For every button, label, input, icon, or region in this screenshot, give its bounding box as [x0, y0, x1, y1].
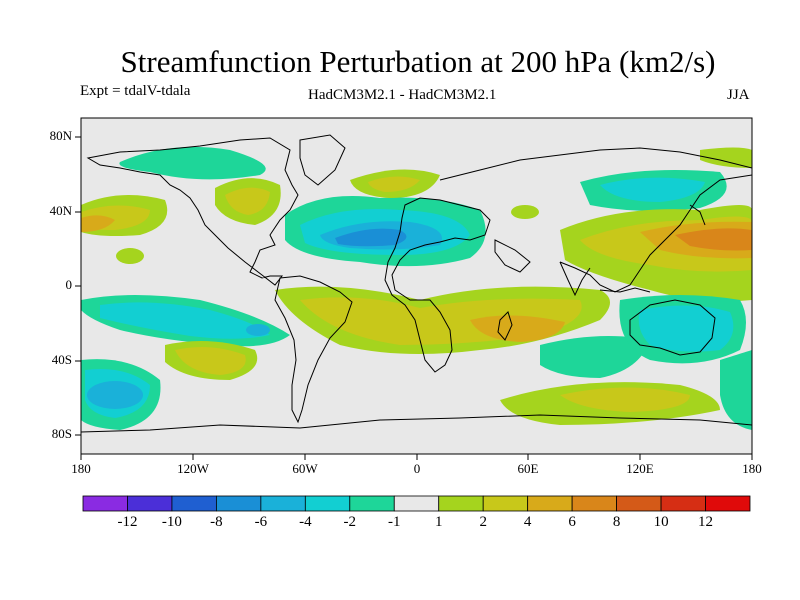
colorbar-label: -1: [388, 514, 401, 530]
colorbar-swatch: [571, 495, 618, 512]
colorbar-label: 8: [612, 514, 621, 530]
colorbar-swatch: [260, 495, 306, 512]
model-label: HadCM3M2.1 - HadCM3M2.1: [308, 87, 497, 103]
y-label-0: 0: [65, 277, 73, 292]
x-label-120e: 120E: [626, 461, 654, 476]
colorbar-swatch: [705, 495, 751, 512]
y-label-80n: 80N: [49, 128, 72, 143]
season-label: JJA: [727, 87, 750, 103]
experiment-label: Expt = tdalV-tdala: [80, 83, 191, 99]
colorbar-label: -4: [299, 514, 312, 530]
colorbar: [82, 495, 751, 512]
colorbar-label: -2: [343, 514, 357, 530]
colorbar-label: -8: [210, 514, 223, 530]
x-label-120w: 120W: [177, 461, 209, 476]
axis-ticks: [75, 136, 753, 460]
colorbar-swatch: [660, 495, 706, 512]
colorbar-swatch: [349, 495, 395, 512]
y-label-80s: 80S: [51, 426, 72, 441]
colorbar-label: -12: [117, 514, 138, 530]
colorbar-label: 4: [523, 514, 532, 530]
colorbar-swatch: [616, 495, 662, 512]
colorbar-swatch: [82, 495, 128, 512]
x-label-0: 0: [413, 461, 421, 476]
colorbar-swatch: [127, 495, 173, 512]
coastlines: [81, 134, 752, 433]
x-label-60e: 60E: [517, 461, 539, 476]
colorbar-label: -10: [161, 514, 182, 530]
colorbar-label: 10: [653, 514, 669, 530]
colorbar-label: 12: [698, 514, 714, 530]
x-label-180e: 180: [742, 461, 762, 476]
colorbar-swatch: [438, 495, 484, 512]
colorbar-swatch: [527, 495, 573, 512]
colorbar-label: -6: [254, 514, 268, 530]
colorbar-label: 2: [479, 514, 487, 530]
colorbar-swatch: [482, 495, 529, 512]
colorbar-swatch: [215, 495, 262, 512]
colorbar-label: 6: [568, 514, 576, 530]
chart-title: Streamfunction Perturbation at 200 hPa (…: [120, 44, 716, 79]
contour-blobs: [81, 146, 752, 430]
x-label-60w: 60W: [292, 461, 318, 476]
y-label-40s: 40S: [51, 352, 72, 367]
colorbar-swatch: [393, 495, 440, 512]
x-label-180w: 180: [71, 461, 91, 476]
colorbar-swatch: [304, 495, 351, 512]
colorbar-swatch: [171, 495, 217, 512]
y-label-40n: 40N: [49, 203, 72, 218]
colorbar-label: 1: [434, 514, 443, 530]
